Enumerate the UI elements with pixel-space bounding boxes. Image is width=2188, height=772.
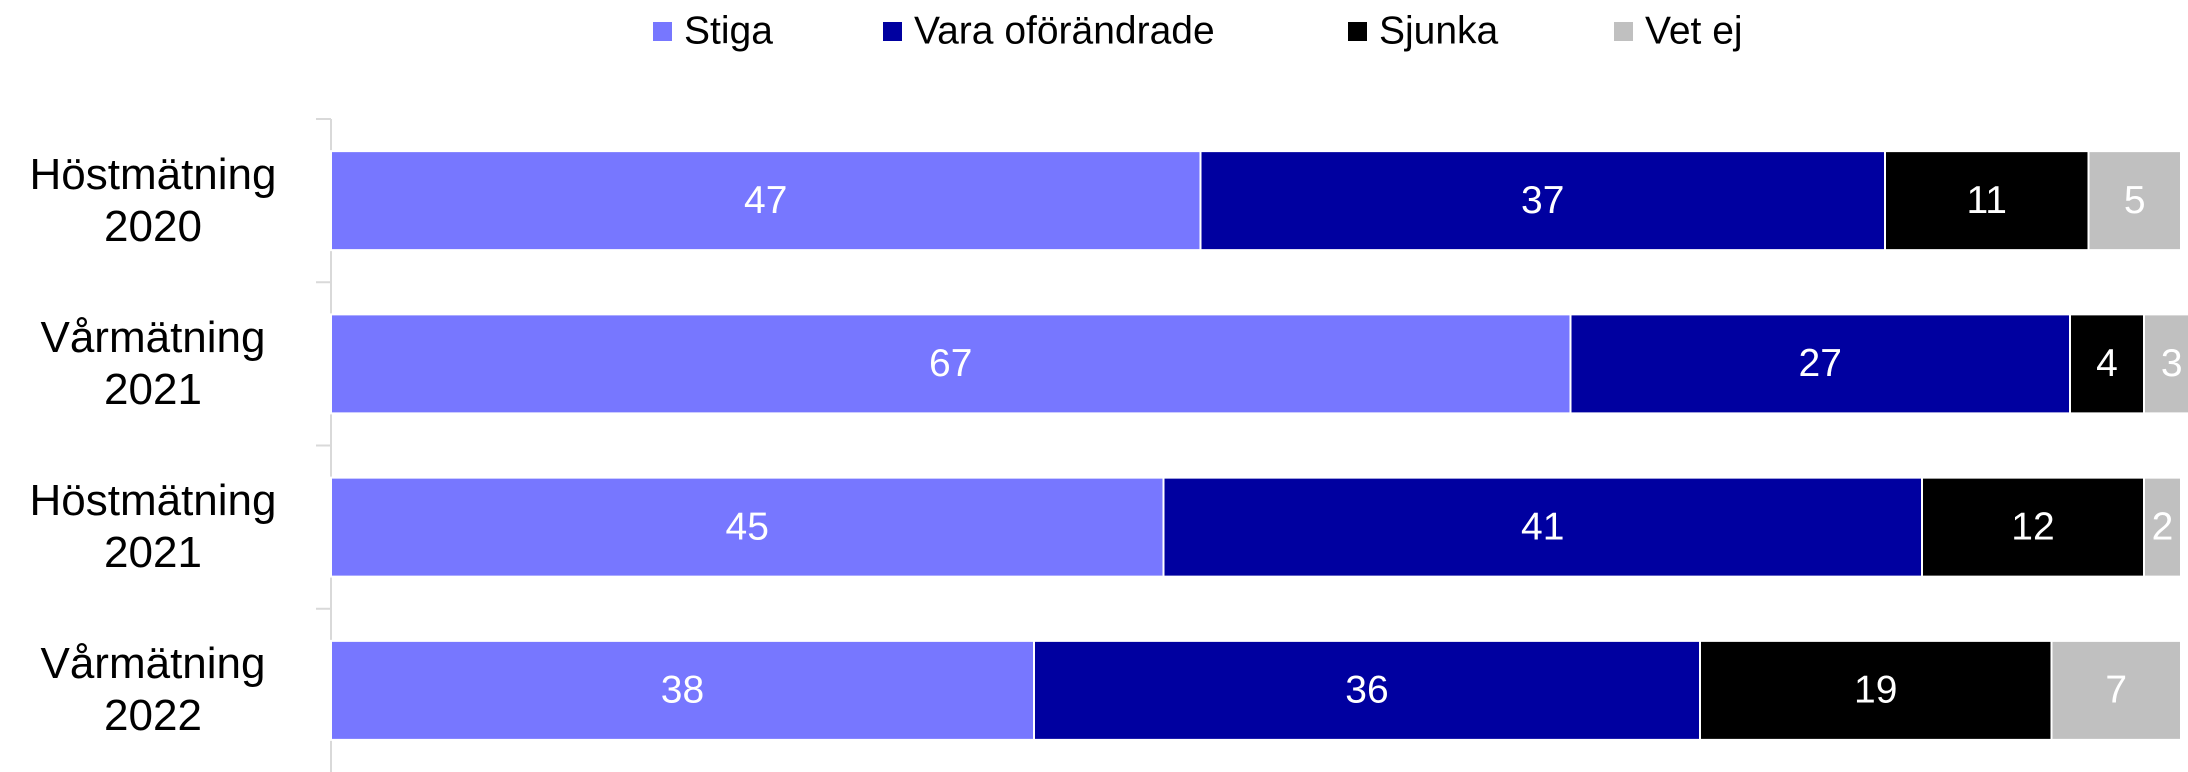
bar-segment — [2087, 150, 2182, 252]
bar-segment — [2069, 313, 2145, 415]
legend-label: Vet ej — [1645, 9, 1743, 52]
bar-segment — [330, 150, 1202, 252]
bar-segment — [330, 476, 1165, 578]
data-label: 12 — [2011, 505, 2054, 548]
bar-segment — [1569, 313, 2071, 415]
data-label: 37 — [1521, 179, 1564, 222]
category-label: Höstmätning 2020 — [29, 149, 277, 251]
data-label: 27 — [1799, 342, 1842, 385]
category-label: Höstmätning 2021 — [29, 476, 277, 578]
bar-segment — [1699, 639, 2053, 741]
bar-segment — [1162, 476, 1923, 578]
legend-swatch — [1614, 22, 1633, 41]
bar-segment — [1884, 150, 2090, 252]
data-label: 38 — [661, 669, 704, 712]
data-label: 5 — [2124, 179, 2146, 222]
legend-label: Sjunka — [1379, 9, 1499, 52]
bar-segment — [2050, 639, 2182, 741]
legend-swatch — [883, 22, 902, 41]
data-label: 41 — [1521, 505, 1564, 548]
data-label: 7 — [2105, 669, 2127, 712]
bar-segment — [1199, 150, 1886, 252]
data-label: 19 — [1854, 669, 1897, 712]
data-label: 45 — [726, 505, 769, 548]
data-label: 11 — [1967, 179, 2008, 222]
bar-segment — [2143, 313, 2188, 415]
category-label: Vårmätning 2022 — [40, 639, 266, 741]
data-label: 2 — [2152, 505, 2174, 548]
bar-segment — [1033, 639, 1701, 741]
legend-label: Vara oförändrade — [914, 9, 1215, 52]
legend-swatch — [653, 22, 672, 41]
bar-segment — [2143, 476, 2182, 578]
data-label: 3 — [2161, 342, 2183, 385]
data-label: 4 — [2096, 342, 2118, 385]
bar-segment — [330, 313, 1572, 415]
category-label: Vårmätning 2021 — [40, 312, 266, 414]
bar-segment — [1921, 476, 2145, 578]
legend-label: Stiga — [684, 9, 773, 52]
data-label: 47 — [744, 179, 787, 222]
legend-swatch — [1348, 22, 1367, 41]
data-label: 67 — [929, 342, 972, 385]
data-label: 36 — [1345, 669, 1388, 712]
